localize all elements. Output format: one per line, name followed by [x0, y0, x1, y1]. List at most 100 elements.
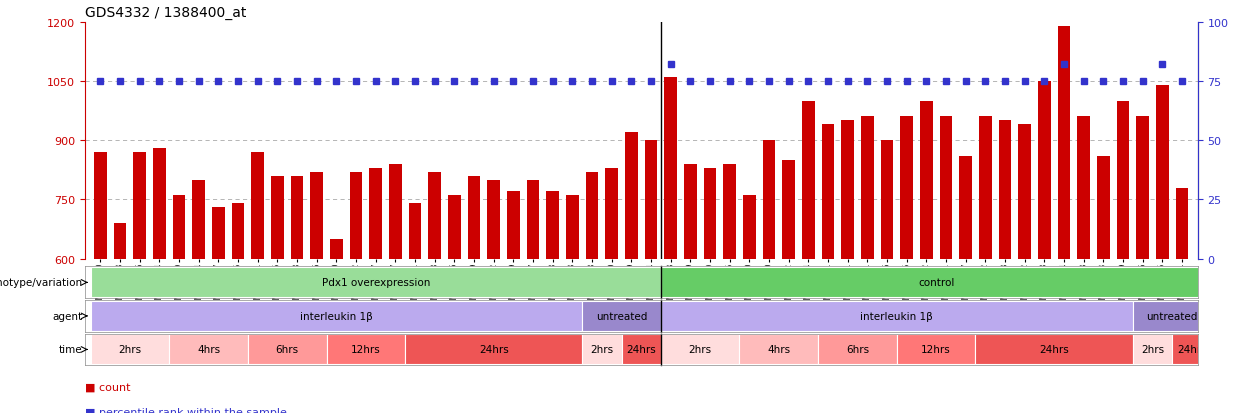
Bar — [645, 141, 657, 413]
Bar — [1137, 117, 1149, 413]
FancyBboxPatch shape — [1133, 335, 1172, 365]
Bar — [173, 196, 186, 413]
Bar — [998, 121, 1011, 413]
Bar — [1018, 125, 1031, 413]
Text: 2hrs: 2hrs — [1140, 344, 1164, 355]
Bar — [388, 164, 402, 413]
Bar — [468, 176, 481, 413]
Bar — [1097, 157, 1109, 413]
Bar — [310, 172, 324, 413]
FancyBboxPatch shape — [583, 301, 661, 331]
Text: ■ percentile rank within the sample: ■ percentile rank within the sample — [85, 407, 286, 413]
Bar — [1155, 86, 1169, 413]
FancyBboxPatch shape — [583, 335, 621, 365]
Text: 24hrs: 24hrs — [1040, 344, 1069, 355]
FancyBboxPatch shape — [91, 268, 661, 298]
FancyBboxPatch shape — [1172, 335, 1211, 365]
Bar — [1057, 27, 1071, 413]
Text: interleukin 1β: interleukin 1β — [860, 311, 934, 321]
Bar — [448, 196, 461, 413]
Bar — [979, 117, 992, 413]
Bar — [153, 149, 166, 413]
FancyBboxPatch shape — [248, 335, 326, 365]
Text: 12hrs: 12hrs — [921, 344, 951, 355]
Bar — [370, 169, 382, 413]
FancyBboxPatch shape — [1133, 301, 1211, 331]
Bar — [428, 172, 441, 413]
Bar — [192, 180, 205, 413]
Bar — [113, 223, 127, 413]
FancyBboxPatch shape — [740, 335, 818, 365]
FancyBboxPatch shape — [326, 335, 405, 365]
Text: control: control — [918, 278, 955, 288]
FancyBboxPatch shape — [91, 301, 583, 331]
Bar — [1175, 188, 1188, 413]
Bar — [880, 141, 894, 413]
Text: genotype/variation: genotype/variation — [0, 278, 82, 288]
Bar — [133, 153, 146, 413]
FancyBboxPatch shape — [661, 301, 1133, 331]
Bar — [408, 204, 421, 413]
FancyBboxPatch shape — [169, 335, 248, 365]
Text: 24hrs: 24hrs — [479, 344, 508, 355]
Text: Pdx1 overexpression: Pdx1 overexpression — [321, 278, 430, 288]
FancyBboxPatch shape — [661, 335, 740, 365]
FancyBboxPatch shape — [621, 335, 661, 365]
Bar — [684, 164, 697, 413]
Text: 24hrs: 24hrs — [1177, 344, 1206, 355]
Bar — [232, 204, 244, 413]
Text: 24hrs: 24hrs — [626, 344, 656, 355]
Bar — [95, 153, 107, 413]
Bar — [585, 172, 599, 413]
Bar — [605, 169, 618, 413]
Text: 2hrs: 2hrs — [118, 344, 142, 355]
Bar — [1038, 82, 1051, 413]
FancyBboxPatch shape — [818, 335, 896, 365]
Text: interleukin 1β: interleukin 1β — [300, 311, 372, 321]
Text: untreated: untreated — [1147, 311, 1198, 321]
Bar — [665, 78, 677, 413]
FancyBboxPatch shape — [405, 335, 583, 365]
Bar — [842, 121, 854, 413]
Bar — [723, 164, 736, 413]
Bar — [527, 180, 539, 413]
Bar — [743, 196, 756, 413]
FancyBboxPatch shape — [976, 335, 1133, 365]
Bar — [940, 117, 952, 413]
Bar — [959, 157, 972, 413]
Bar — [271, 176, 284, 413]
Bar — [290, 176, 304, 413]
Text: untreated: untreated — [596, 311, 647, 321]
Text: 6hrs: 6hrs — [275, 344, 299, 355]
FancyBboxPatch shape — [896, 335, 976, 365]
Bar — [782, 161, 796, 413]
Bar — [625, 133, 637, 413]
Bar — [487, 180, 500, 413]
FancyBboxPatch shape — [91, 335, 169, 365]
Bar — [802, 102, 814, 413]
Bar — [900, 117, 913, 413]
Bar — [251, 153, 264, 413]
Bar — [763, 141, 776, 413]
Bar — [862, 117, 874, 413]
Bar — [703, 169, 716, 413]
Text: 4hrs: 4hrs — [767, 344, 791, 355]
Text: ■ count: ■ count — [85, 382, 131, 392]
Bar — [566, 196, 579, 413]
Bar — [330, 239, 342, 413]
Text: time: time — [59, 344, 82, 355]
Bar — [547, 192, 559, 413]
Text: GDS4332 / 1388400_at: GDS4332 / 1388400_at — [85, 6, 247, 20]
Text: 12hrs: 12hrs — [351, 344, 381, 355]
Text: 4hrs: 4hrs — [197, 344, 220, 355]
Text: 2hrs: 2hrs — [590, 344, 614, 355]
Text: 2hrs: 2hrs — [688, 344, 712, 355]
Bar — [1077, 117, 1091, 413]
Bar — [920, 102, 933, 413]
Text: agent: agent — [52, 311, 82, 321]
Bar — [1117, 102, 1129, 413]
FancyBboxPatch shape — [661, 268, 1211, 298]
Bar — [212, 208, 225, 413]
Bar — [822, 125, 834, 413]
Bar — [350, 172, 362, 413]
